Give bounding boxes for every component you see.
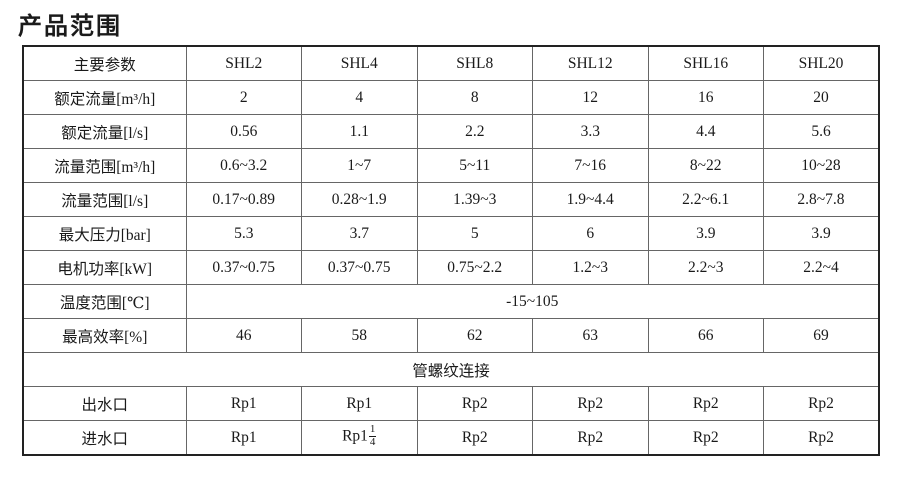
table-cell: 2.2~6.1 <box>647 182 764 217</box>
table-cell: 0.6~3.2 <box>185 148 302 183</box>
row-label: 流量范围[m³/h] <box>22 148 187 183</box>
table-row: 出水口 Rp1 Rp1 Rp2 Rp2 Rp2 Rp2 <box>22 386 880 421</box>
table-cell: 63 <box>532 318 649 353</box>
table-cell: 3.3 <box>532 114 649 149</box>
table-cell: 8 <box>416 80 533 115</box>
column-header: SHL20 <box>763 45 880 81</box>
table-cell: Rp1 <box>185 386 302 421</box>
table-cell: Rp2 <box>416 386 533 421</box>
row-label: 出水口 <box>22 386 187 421</box>
cell-text: Rp1 <box>342 428 368 446</box>
row-label: 最大压力[bar] <box>22 216 187 251</box>
table-cell: 46 <box>185 318 302 353</box>
table-cell: 16 <box>647 80 764 115</box>
table-cell: 20 <box>763 80 880 115</box>
column-header: SHL16 <box>647 45 764 81</box>
product-table: 主要参数 SHL2 SHL4 SHL8 SHL12 SHL16 SHL20 额定流量[m³/h… <box>22 45 880 456</box>
table-cell: 0.37~0.75 <box>301 250 418 285</box>
column-header: SHL8 <box>416 45 533 81</box>
table-cell: 5 <box>416 216 533 251</box>
table-cell: 12 <box>532 80 649 115</box>
table-cell: Rp2 <box>647 420 764 456</box>
table-cell: 2.2~3 <box>647 250 764 285</box>
header-label: 主要参数 <box>22 45 187 81</box>
table-cell: 0.28~1.9 <box>301 182 418 217</box>
table-row: 温度范围[℃] -15~105 <box>22 284 880 319</box>
row-label: 进水口 <box>22 420 187 456</box>
column-header: SHL2 <box>185 45 302 81</box>
row-label: 额定流量[l/s] <box>22 114 187 149</box>
table-cell: Rp1 <box>185 420 302 456</box>
table-cell: 1.1 <box>301 114 418 149</box>
column-header: SHL12 <box>532 45 649 81</box>
table-cell: 7~16 <box>532 148 649 183</box>
row-label: 额定流量[m³/h] <box>22 80 187 115</box>
row-label: 电机功率[kW] <box>22 250 187 285</box>
table-cell: 1.2~3 <box>532 250 649 285</box>
table-cell: 1.9~4.4 <box>532 182 649 217</box>
table-cell: Rp2 <box>763 420 880 456</box>
table-cell: 6 <box>532 216 649 251</box>
table-cell: Rp2 <box>532 386 649 421</box>
table-cell: 3.9 <box>763 216 880 251</box>
table-cell: Rp1 1 4 <box>301 420 418 456</box>
section-header-cell: 管螺纹连接 <box>22 352 880 387</box>
row-label: 流量范围[l/s] <box>22 182 187 217</box>
table-cell: 1~7 <box>301 148 418 183</box>
table-cell: 5.3 <box>185 216 302 251</box>
table-cell: 69 <box>763 318 880 353</box>
table-cell: 0.37~0.75 <box>185 250 302 285</box>
table-row: 管螺纹连接 <box>22 352 880 387</box>
table-cell: 2.8~7.8 <box>763 182 880 217</box>
table-cell: 10~28 <box>763 148 880 183</box>
row-label: 最高效率[%] <box>22 318 187 353</box>
table-cell: 62 <box>416 318 533 353</box>
table-cell-merged: -15~105 <box>185 284 880 319</box>
table-row: 最大压力[bar] 5.3 3.7 5 6 3.9 3.9 <box>22 216 880 251</box>
row-label: 温度范围[℃] <box>22 284 187 319</box>
fraction-denominator: 4 <box>369 436 376 448</box>
table-cell: 0.17~0.89 <box>185 182 302 217</box>
table-cell: 2.2~4 <box>763 250 880 285</box>
table-cell: 3.9 <box>647 216 764 251</box>
table-cell: 1.39~3 <box>416 182 533 217</box>
table-header-row: 主要参数 SHL2 SHL4 SHL8 SHL12 SHL16 SHL20 <box>22 45 880 81</box>
table-cell: 3.7 <box>301 216 418 251</box>
table-cell: 5~11 <box>416 148 533 183</box>
column-header: SHL4 <box>301 45 418 81</box>
table-cell: Rp2 <box>416 420 533 456</box>
table-cell: 4 <box>301 80 418 115</box>
table-cell: 4.4 <box>647 114 764 149</box>
table-cell: 8~22 <box>647 148 764 183</box>
table-row: 进水口 Rp1 Rp1 1 4 Rp2 Rp2 Rp2 Rp2 <box>22 420 880 456</box>
table-row: 额定流量[m³/h] 2 4 8 12 16 20 <box>22 80 880 115</box>
table-cell: Rp1 <box>301 386 418 421</box>
table-cell: 5.6 <box>763 114 880 149</box>
table-row: 电机功率[kW] 0.37~0.75 0.37~0.75 0.75~2.2 1.2~3 2… <box>22 250 880 285</box>
table-cell: 0.56 <box>185 114 302 149</box>
table-cell: 2 <box>185 80 302 115</box>
table-cell: 58 <box>301 318 418 353</box>
table-cell: 2.2 <box>416 114 533 149</box>
table-row: 最高效率[%] 46 58 62 63 66 69 <box>22 318 880 353</box>
table-cell: Rp2 <box>532 420 649 456</box>
page-title: 产品范围 <box>18 13 122 40</box>
table-body: 主要参数 SHL2 SHL4 SHL8 SHL12 SHL16 SHL20 额定流量[m³/h… <box>22 45 880 456</box>
table-cell: Rp2 <box>763 386 880 421</box>
table-row: 流量范围[m³/h] 0.6~3.2 1~7 5~11 7~16 8~22 10~28 <box>22 148 880 183</box>
fraction-numerator: 1 <box>368 423 377 437</box>
table-row: 额定流量[l/s] 0.56 1.1 2.2 3.3 4.4 5.6 <box>22 114 880 149</box>
table-cell: 66 <box>647 318 764 353</box>
table-cell: Rp2 <box>647 386 764 421</box>
table-cell: 0.75~2.2 <box>416 250 533 285</box>
table-row: 流量范围[l/s] 0.17~0.89 0.28~1.9 1.39~3 1.9~4.4 2… <box>22 182 880 217</box>
